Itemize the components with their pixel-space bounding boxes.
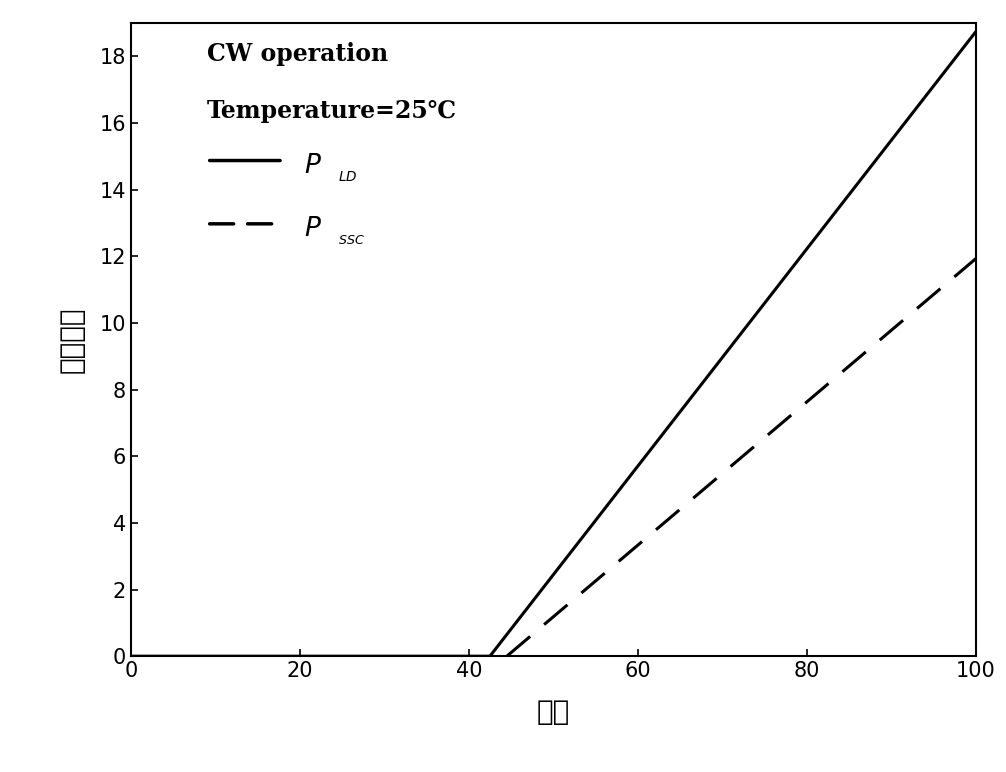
Text: $_{LD}$: $_{LD}$ <box>338 166 357 184</box>
Y-axis label: 输出功率: 输出功率 <box>57 306 86 373</box>
Text: Temperature=25℃: Temperature=25℃ <box>207 99 457 123</box>
Text: $P$: $P$ <box>304 153 322 178</box>
Text: $P$: $P$ <box>304 216 322 241</box>
Text: $_{SSC}$: $_{SSC}$ <box>338 229 365 247</box>
X-axis label: 电流: 电流 <box>536 698 570 726</box>
Text: CW operation: CW operation <box>207 42 388 66</box>
